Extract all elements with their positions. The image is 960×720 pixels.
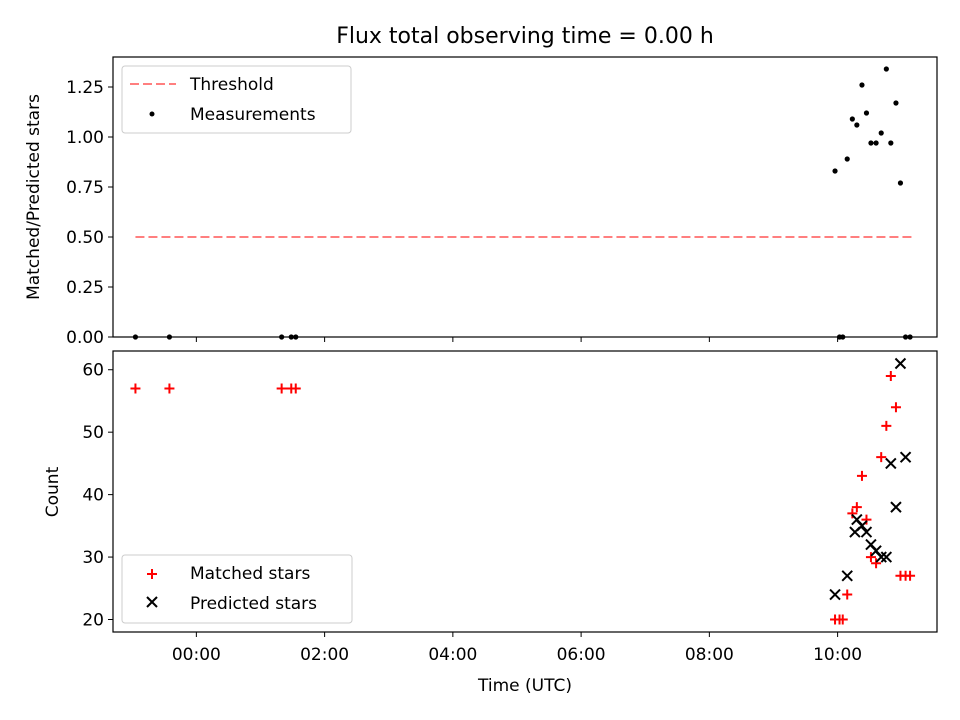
legend-matched-label: Matched stars [190, 564, 310, 584]
predicted-star-point [899, 451, 912, 463]
matched-star-point [164, 383, 175, 394]
predicted-star-point [856, 520, 868, 532]
measurement-point [883, 66, 889, 72]
bottom-y-tick-label: 60 [82, 361, 104, 381]
measurement-point [859, 82, 865, 88]
measurement-point [878, 130, 884, 136]
bottom-y-tick-label: 20 [82, 611, 104, 631]
matched-star-point [276, 383, 287, 394]
bottom-y-tick-label: 50 [82, 423, 104, 443]
predicted-star-point [875, 551, 887, 563]
top-y-ticks: 0.00 0.25 0.50 0.75 1.00 1.25 [66, 78, 113, 348]
top-y-tick-label: 0.25 [66, 278, 104, 298]
matched-star-point [876, 452, 887, 463]
x-tick-label: 06:00 [557, 645, 606, 665]
measurement-point [293, 334, 299, 340]
measurement-point [279, 334, 285, 340]
matched-star-point [856, 470, 867, 481]
bottom-x-axis-label: Time (UTC) [477, 676, 572, 696]
bottom-data-marks [130, 357, 916, 625]
top-axes: 0.00 0.25 0.50 0.75 1.00 1.25 Matched/Predict… [24, 56, 938, 348]
predicted-star-point [890, 501, 902, 513]
top-y-axis-label: Matched/Predicted stars [24, 94, 44, 300]
top-data-marks [132, 66, 915, 340]
matched-star-point [885, 370, 896, 381]
matched-star-point [290, 383, 301, 394]
legend-threshold-label: Threshold [189, 75, 274, 95]
top-y-tick-label: 0.50 [66, 228, 104, 248]
predicted-star-point [860, 526, 873, 538]
top-y-tick-label: 0.75 [66, 178, 104, 198]
x-tick-label: 04:00 [428, 645, 477, 665]
x-tick-label: 02:00 [300, 645, 349, 665]
legend-predicted-swatch [146, 596, 158, 608]
matched-star-point [905, 570, 916, 581]
legend-predicted-label: Predicted stars [190, 594, 317, 614]
measurement-point [897, 180, 904, 186]
bottom-x-ticks: 00:00 02:00 04:00 06:00 08:00 10:00 [172, 632, 862, 665]
predicted-star-point [885, 457, 897, 470]
measurement-point [844, 156, 850, 162]
matched-star-point [890, 402, 901, 413]
x-tick-label: 10:00 [813, 645, 862, 665]
predicted-star-point [829, 588, 841, 601]
predicted-star-point [880, 551, 893, 563]
predicted-star-point [841, 570, 853, 582]
top-legend-frame [121, 65, 352, 134]
measurement-point [849, 116, 855, 122]
measurement-point [888, 140, 894, 146]
figure-title: Flux total observing time = 0.00 h [336, 24, 714, 49]
matched-star-point [837, 614, 848, 625]
matched-star-point [861, 514, 872, 525]
matched-star-point [130, 383, 141, 394]
measurement-point [902, 334, 909, 340]
top-y-tick-label: 1.00 [66, 128, 104, 148]
bottom-y-tick-label: 30 [82, 548, 104, 568]
x-tick-label: 00:00 [172, 645, 221, 665]
matched-star-point [851, 502, 862, 513]
top-axes-frame [112, 56, 938, 338]
matched-star-point [871, 558, 882, 569]
predicted-star-point [894, 357, 907, 370]
measurement-point [840, 334, 846, 340]
measurement-point [868, 140, 874, 146]
measurement-point [873, 140, 879, 146]
top-legend: Threshold Measurements [121, 65, 352, 134]
bottom-axes-frame [112, 350, 938, 633]
legend-matched-swatch [147, 569, 157, 579]
legend-measurements-swatch [149, 111, 155, 117]
measurement-point [893, 100, 899, 106]
measurement-point [832, 168, 838, 174]
bottom-legend: Matched stars Predicted stars [121, 554, 353, 624]
measurement-point [854, 122, 860, 128]
measurement-point [288, 334, 294, 340]
measurement-point [863, 110, 870, 116]
legend-measurements-label: Measurements [190, 105, 316, 125]
matched-star-point [881, 420, 892, 431]
bottom-y-ticks: 20 30 40 50 60 [82, 361, 113, 631]
top-y-tick-label: 0.00 [66, 328, 104, 348]
bottom-y-tick-label: 40 [82, 486, 104, 506]
bottom-y-axis-label: Count [43, 466, 63, 517]
matched-star-point [865, 552, 876, 563]
matched-star-point [842, 589, 853, 600]
bottom-legend-frame [121, 554, 353, 624]
measurement-point [907, 334, 913, 340]
measurement-point [166, 334, 173, 340]
top-x-ticks [195, 337, 839, 342]
bottom-axes: 20 30 40 50 60 00:00 02:00 04:00 06:00 08:00 10:0… [43, 350, 938, 696]
x-tick-label: 08:00 [685, 645, 734, 665]
top-y-tick-label: 1.25 [66, 78, 104, 98]
measurement-point [132, 334, 139, 340]
matched-star-point [847, 508, 858, 519]
